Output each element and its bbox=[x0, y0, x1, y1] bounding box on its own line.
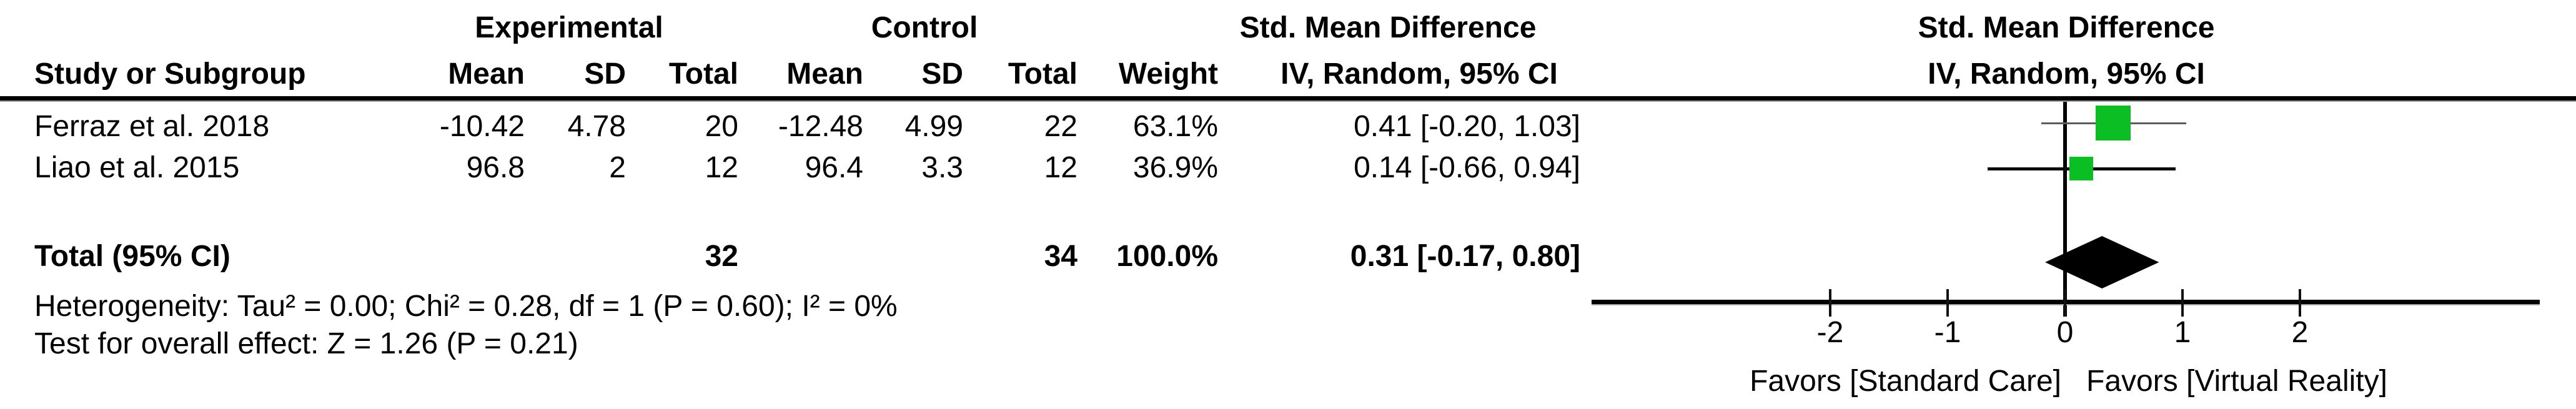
ctrl-total-value: 22 bbox=[1044, 110, 1077, 143]
axis-tick-label: 2 bbox=[2291, 316, 2309, 349]
smd-ci-value: 0.14 [-0.66, 0.94] bbox=[1354, 151, 1580, 184]
study-name: Liao et al. 2015 bbox=[34, 151, 240, 184]
smd-ci-value: 0.41 [-0.20, 1.03] bbox=[1354, 110, 1580, 143]
axis-tick-label: 1 bbox=[2174, 316, 2191, 349]
heterogeneity-note: Heterogeneity: Tau² = 0.00; Chi² = 0.28,… bbox=[34, 290, 898, 323]
axis-tick bbox=[2064, 289, 2066, 317]
exp-sd-value: 2 bbox=[609, 151, 626, 184]
header-exp-mean: Mean bbox=[448, 57, 525, 91]
header-iv-random-right: IV, Random, 95% CI bbox=[1928, 57, 2205, 91]
weight-square bbox=[2096, 106, 2131, 140]
column-group-smd-left: Std. Mean Difference bbox=[1239, 11, 1537, 44]
weight-value: 63.1% bbox=[1132, 110, 1218, 143]
weight-square bbox=[2069, 157, 2094, 180]
column-group-smd-right: Std. Mean Difference bbox=[1918, 11, 2215, 44]
total-exp-total: 32 bbox=[705, 240, 738, 273]
study-name: Ferraz et al. 2018 bbox=[34, 110, 270, 143]
header-ctrl-sd: SD bbox=[921, 57, 963, 91]
total-ctrl-total: 34 bbox=[1044, 240, 1077, 273]
header-ctrl-mean: Mean bbox=[786, 57, 863, 91]
total-label: Total (95% CI) bbox=[34, 240, 230, 273]
exp-mean-value: 96.8 bbox=[466, 151, 525, 184]
header-exp-total: Total bbox=[668, 57, 738, 91]
zero-line bbox=[2063, 102, 2067, 317]
ctrl-sd-value: 3.3 bbox=[921, 151, 963, 184]
weight-value: 36.9% bbox=[1132, 151, 1218, 184]
group-header-control: Control bbox=[871, 11, 978, 44]
exp-total-value: 20 bbox=[705, 110, 738, 143]
summary-diamond bbox=[2045, 236, 2159, 288]
exp-sd-value: 4.78 bbox=[567, 110, 626, 143]
favors-right-label: Favors [Virtual Reality] bbox=[2086, 365, 2387, 398]
axis-tick bbox=[2299, 289, 2301, 317]
ctrl-mean-value: 96.4 bbox=[805, 151, 863, 184]
total-weight: 100.0% bbox=[1116, 240, 1218, 273]
group-header-experimental: Experimental bbox=[475, 11, 663, 44]
total-smd-ci: 0.31 [-0.17, 0.80] bbox=[1350, 240, 1580, 273]
ctrl-sd-value: 4.99 bbox=[904, 110, 963, 143]
axis-tick-label: -1 bbox=[1934, 316, 1961, 349]
exp-mean-value: -10.42 bbox=[439, 110, 525, 143]
axis-tick bbox=[1946, 289, 1949, 317]
header-weight: Weight bbox=[1118, 57, 1218, 91]
header-ctrl-total: Total bbox=[1008, 57, 1077, 91]
overall-effect-note: Test for overall effect: Z = 1.26 (P = 0… bbox=[34, 327, 578, 360]
header-rule-shadow bbox=[0, 101, 2576, 102]
header-rule bbox=[0, 96, 2576, 101]
axis-tick bbox=[1829, 289, 1831, 317]
header-study-or-subgroup: Study or Subgroup bbox=[34, 57, 306, 91]
ctrl-total-value: 12 bbox=[1044, 151, 1077, 184]
axis-tick bbox=[2181, 289, 2184, 317]
ctrl-mean-value: -12.48 bbox=[778, 110, 863, 143]
axis-tick-label: 0 bbox=[2056, 316, 2074, 349]
header-iv-random-left: IV, Random, 95% CI bbox=[1281, 57, 1558, 91]
header-exp-sd: SD bbox=[584, 57, 626, 91]
favors-left-label: Favors [Standard Care] bbox=[1750, 365, 2061, 398]
axis-tick-label: -2 bbox=[1816, 316, 1844, 349]
exp-total-value: 12 bbox=[705, 151, 738, 184]
